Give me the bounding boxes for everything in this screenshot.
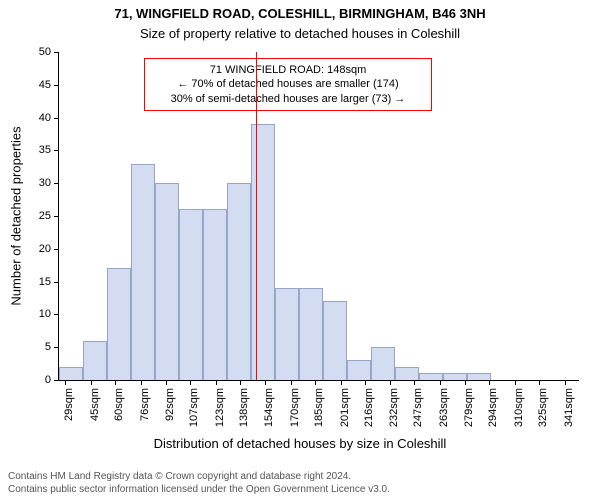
y-tick-label: 0 <box>45 374 59 386</box>
x-tick-label: 123sqm <box>214 388 226 427</box>
x-tick-label: 138sqm <box>238 388 250 427</box>
property-marker-line <box>256 52 257 380</box>
histogram-bar <box>131 164 155 380</box>
plot-area: 71 WINGFIELD ROAD: 148sqm ← 70% of detac… <box>58 52 579 381</box>
y-tick-label: 45 <box>39 79 59 91</box>
histogram-bar <box>59 367 83 380</box>
y-tick-label: 50 <box>39 46 59 58</box>
histogram-bar <box>443 373 467 380</box>
x-tick <box>91 380 92 385</box>
x-tick <box>390 380 391 385</box>
y-tick-label: 25 <box>39 210 59 222</box>
y-tick-label: 30 <box>39 177 59 189</box>
x-tick <box>115 380 116 385</box>
histogram-bar <box>275 288 299 380</box>
histogram-bar <box>179 209 203 380</box>
histogram-bar <box>347 360 371 380</box>
histogram-bar <box>395 367 419 380</box>
x-tick <box>190 380 191 385</box>
x-tick-label: 60sqm <box>113 388 125 421</box>
histogram-bar <box>251 124 275 380</box>
x-tick <box>489 380 490 385</box>
y-tick-label: 5 <box>45 341 59 353</box>
x-tick <box>265 380 266 385</box>
x-tick-label: 294sqm <box>487 388 499 427</box>
histogram-bar <box>227 183 251 380</box>
x-tick <box>166 380 167 385</box>
x-tick-label: 170sqm <box>289 388 301 427</box>
x-tick-label: 232sqm <box>388 388 400 427</box>
histogram-bar <box>467 373 491 380</box>
x-tick <box>141 380 142 385</box>
x-tick <box>440 380 441 385</box>
chart-title-main: 71, WINGFIELD ROAD, COLESHILL, BIRMINGHA… <box>0 6 600 21</box>
footer-attribution: Contains HM Land Registry data © Crown c… <box>8 471 390 496</box>
x-tick-label: 247sqm <box>412 388 424 427</box>
x-tick-label: 310sqm <box>513 388 525 427</box>
x-tick <box>240 380 241 385</box>
x-tick-label: 76sqm <box>139 388 151 421</box>
y-tick-label: 40 <box>39 112 59 124</box>
x-tick <box>465 380 466 385</box>
x-tick-label: 201sqm <box>339 388 351 427</box>
x-axis-label: Distribution of detached houses by size … <box>0 436 600 451</box>
x-tick-label: 107sqm <box>188 388 200 427</box>
x-tick <box>291 380 292 385</box>
x-tick <box>216 380 217 385</box>
y-tick-label: 15 <box>39 276 59 288</box>
x-tick <box>515 380 516 385</box>
x-tick-label: 185sqm <box>313 388 325 427</box>
x-tick-label: 154sqm <box>263 388 275 427</box>
y-tick-label: 35 <box>39 144 59 156</box>
x-tick-label: 341sqm <box>563 388 575 427</box>
x-tick-label: 279sqm <box>463 388 475 427</box>
histogram-bar <box>203 209 227 380</box>
x-tick <box>341 380 342 385</box>
histogram-bar <box>371 347 395 380</box>
x-tick-label: 92sqm <box>164 388 176 421</box>
x-tick <box>565 380 566 385</box>
histogram-bar <box>155 183 179 380</box>
annotation-line3: 30% of semi-detached houses are larger (… <box>153 92 423 106</box>
x-tick <box>315 380 316 385</box>
x-tick-label: 216sqm <box>363 388 375 427</box>
y-tick-label: 10 <box>39 308 59 320</box>
histogram-bar <box>299 288 323 380</box>
x-tick-label: 29sqm <box>63 388 75 421</box>
chart-container: 71, WINGFIELD ROAD, COLESHILL, BIRMINGHA… <box>0 0 600 500</box>
x-tick-label: 263sqm <box>438 388 450 427</box>
histogram-bar <box>107 268 131 380</box>
x-tick <box>365 380 366 385</box>
x-tick-label: 45sqm <box>89 388 101 421</box>
chart-title-sub: Size of property relative to detached ho… <box>0 26 600 41</box>
histogram-bar <box>323 301 347 380</box>
footer-line2: Contains public sector information licen… <box>8 484 390 497</box>
y-tick-label: 20 <box>39 243 59 255</box>
x-tick <box>414 380 415 385</box>
annotation-line1: 71 WINGFIELD ROAD: 148sqm <box>153 63 423 77</box>
y-axis-label: Number of detached properties <box>9 126 24 305</box>
annotation-line2: ← 70% of detached houses are smaller (17… <box>153 77 423 91</box>
x-tick-label: 325sqm <box>537 388 549 427</box>
x-tick <box>65 380 66 385</box>
histogram-bar <box>83 341 107 380</box>
annotation-box: 71 WINGFIELD ROAD: 148sqm ← 70% of detac… <box>144 58 432 111</box>
x-tick <box>539 380 540 385</box>
footer-line1: Contains HM Land Registry data © Crown c… <box>8 471 390 484</box>
